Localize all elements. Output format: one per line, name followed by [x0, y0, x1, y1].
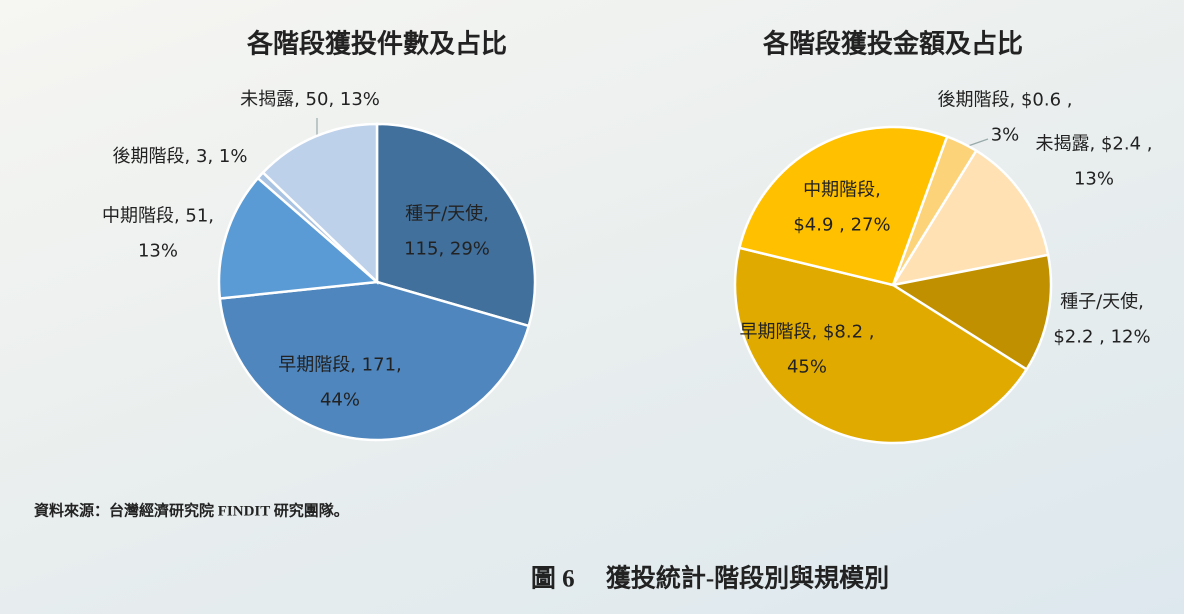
pie-slice: [737, 125, 949, 287]
chart-title: 各階段獲投件數及占比: [246, 29, 507, 60]
slice-label: 早期階段, $8.2 , 45%: [740, 322, 875, 378]
pie-slice: [733, 246, 1029, 445]
pie-slice: [218, 280, 531, 442]
slice-label: 未揭露, $2.4 , 13%: [1036, 134, 1153, 190]
slice-label: 中期階段, 51, 13%: [102, 206, 214, 262]
chart-title: 各階段獲投金額及占比: [762, 29, 1023, 60]
pie-slice: [890, 149, 1050, 287]
leader-line: [967, 138, 989, 147]
figure-caption: 圖 6 獲投統計-階段別與規模別: [531, 564, 889, 593]
pie-slice: [217, 176, 380, 300]
slice-label: 種子/天使, 115, 29%: [404, 204, 490, 260]
pie-slice: [375, 122, 537, 328]
slice-label: 中期階段, $4.9 , 27%: [793, 180, 890, 236]
pie-slice: [261, 122, 379, 285]
slice-label: 後期階段, $0.6 , 3%: [938, 90, 1073, 146]
slice-label: 未揭露, 50, 13%: [240, 89, 380, 110]
source-note: 資料來源：台灣經濟研究院 FINDIT 研究團隊。: [34, 501, 349, 519]
slice-label: 種子/天使, $2.2 , 12%: [1053, 292, 1150, 348]
slice-label: 早期階段, 171, 44%: [278, 355, 402, 411]
pie-slice: [889, 253, 1053, 372]
slice-label: 後期階段, 3, 1%: [113, 146, 248, 167]
